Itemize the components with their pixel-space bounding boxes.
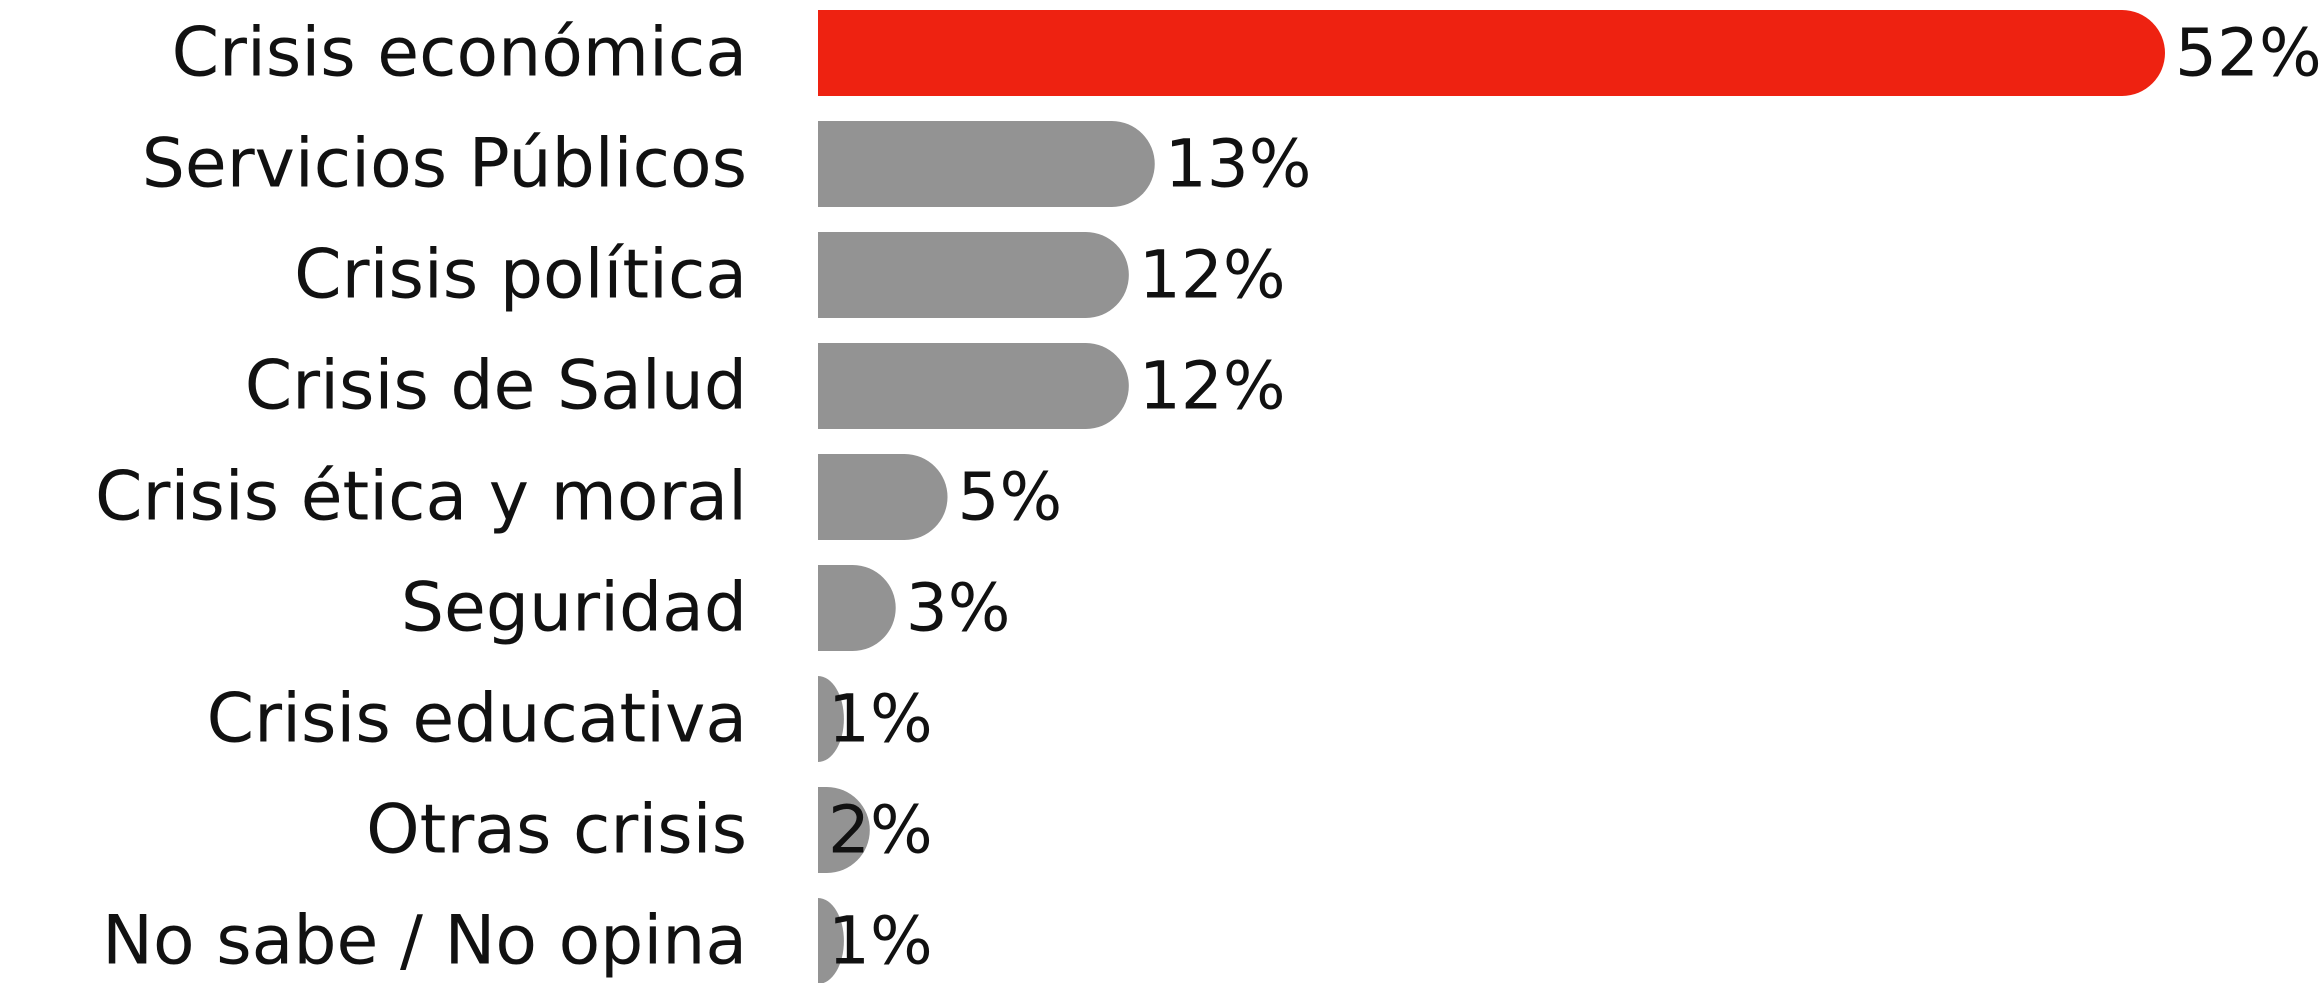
value-label: 5% — [958, 459, 1063, 536]
category-label: Crisis económica — [172, 14, 747, 93]
bar — [818, 121, 1155, 207]
value-label: 1% — [828, 681, 933, 758]
bar — [818, 343, 1129, 429]
category-label: Crisis educativa — [207, 680, 747, 759]
category-label: Seguridad — [401, 569, 747, 648]
category-label: Crisis de Salud — [245, 347, 747, 426]
bar — [818, 454, 948, 540]
category-label: Otras crisis — [366, 791, 747, 870]
value-label: 12% — [1139, 237, 1286, 314]
value-label: 3% — [906, 570, 1011, 647]
value-label: 2% — [828, 792, 933, 869]
value-label: 13% — [1165, 126, 1312, 203]
value-label: 52% — [2175, 15, 2319, 92]
category-label: No sabe / No opina — [102, 902, 747, 981]
bar — [818, 787, 870, 873]
bar — [818, 676, 844, 762]
category-label: Crisis política — [294, 236, 747, 315]
bar — [818, 898, 844, 983]
value-label: 1% — [828, 903, 933, 980]
category-label: Servicios Públicos — [142, 125, 747, 204]
bar — [818, 10, 2165, 96]
category-label: Crisis ética y moral — [95, 458, 747, 537]
value-label: 12% — [1139, 348, 1286, 425]
bar — [818, 565, 896, 651]
bar — [818, 232, 1129, 318]
